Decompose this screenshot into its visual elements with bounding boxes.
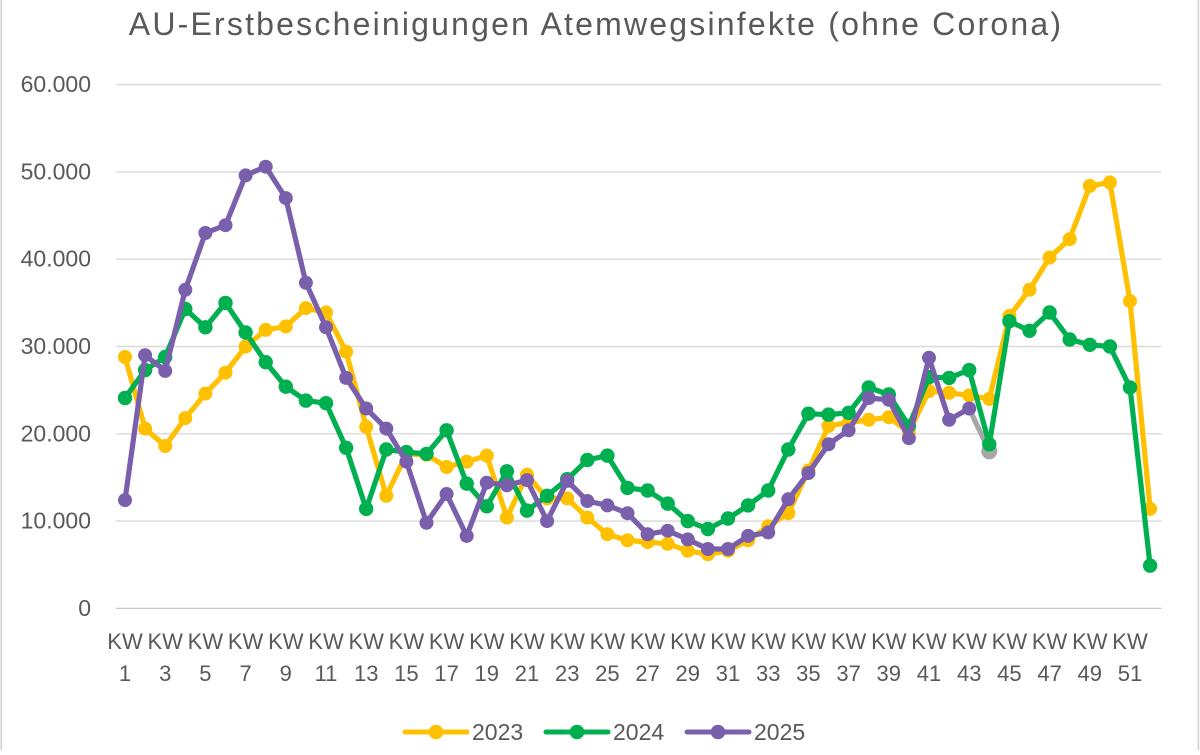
svg-text:39: 39 xyxy=(877,661,901,686)
svg-text:KW: KW xyxy=(147,629,183,654)
svg-text:21: 21 xyxy=(515,661,539,686)
svg-text:30.000: 30.000 xyxy=(21,333,91,359)
svg-text:KW: KW xyxy=(389,629,425,654)
svg-text:33: 33 xyxy=(756,661,780,686)
svg-text:60.000: 60.000 xyxy=(21,71,91,97)
svg-text:43: 43 xyxy=(957,661,981,686)
svg-text:KW: KW xyxy=(1112,629,1148,654)
svg-text:31: 31 xyxy=(716,661,740,686)
svg-text:KW: KW xyxy=(107,629,143,654)
svg-text:KW: KW xyxy=(228,629,264,654)
svg-text:KW: KW xyxy=(1072,629,1108,654)
svg-text:KW: KW xyxy=(750,629,786,654)
svg-text:23: 23 xyxy=(555,661,579,686)
svg-text:1: 1 xyxy=(119,661,131,686)
svg-text:7: 7 xyxy=(239,661,251,686)
svg-text:45: 45 xyxy=(997,661,1021,686)
svg-text:KW: KW xyxy=(630,629,666,654)
svg-text:2024: 2024 xyxy=(613,719,664,745)
svg-text:KW: KW xyxy=(590,629,626,654)
svg-text:5: 5 xyxy=(199,661,211,686)
svg-text:0: 0 xyxy=(78,595,91,621)
svg-text:9: 9 xyxy=(280,661,292,686)
svg-text:KW: KW xyxy=(831,629,867,654)
svg-text:KW: KW xyxy=(469,629,505,654)
svg-text:41: 41 xyxy=(917,661,941,686)
svg-text:40.000: 40.000 xyxy=(21,246,91,272)
svg-text:11: 11 xyxy=(315,661,338,686)
svg-text:AU-Erstbescheinigungen Atemweg: AU-Erstbescheinigungen Atemwegsinfekte (… xyxy=(129,6,1063,42)
svg-text:KW: KW xyxy=(871,629,907,654)
svg-text:KW: KW xyxy=(670,629,706,654)
svg-text:KW: KW xyxy=(509,629,545,654)
svg-text:3: 3 xyxy=(159,661,171,686)
svg-text:37: 37 xyxy=(836,661,860,686)
svg-text:35: 35 xyxy=(796,661,820,686)
svg-text:KW: KW xyxy=(710,629,746,654)
svg-text:20.000: 20.000 xyxy=(21,420,91,446)
svg-text:10.000: 10.000 xyxy=(21,508,91,534)
svg-text:25: 25 xyxy=(595,661,619,686)
svg-text:2023: 2023 xyxy=(472,719,523,745)
svg-text:51: 51 xyxy=(1118,661,1142,686)
svg-text:KW: KW xyxy=(1032,629,1068,654)
svg-text:KW: KW xyxy=(188,629,224,654)
svg-text:KW: KW xyxy=(791,629,827,654)
svg-text:KW: KW xyxy=(348,629,384,654)
svg-text:27: 27 xyxy=(635,661,659,686)
svg-text:47: 47 xyxy=(1037,661,1061,686)
svg-text:15: 15 xyxy=(394,661,418,686)
svg-text:29: 29 xyxy=(676,661,700,686)
svg-text:2025: 2025 xyxy=(754,719,805,745)
svg-text:17: 17 xyxy=(434,661,458,686)
svg-text:KW: KW xyxy=(308,629,344,654)
svg-text:50.000: 50.000 xyxy=(21,158,91,184)
svg-text:KW: KW xyxy=(911,629,947,654)
svg-text:KW: KW xyxy=(268,629,304,654)
svg-text:KW: KW xyxy=(951,629,987,654)
svg-text:KW: KW xyxy=(992,629,1028,654)
svg-text:KW: KW xyxy=(549,629,585,654)
svg-text:49: 49 xyxy=(1078,661,1102,686)
svg-text:19: 19 xyxy=(475,661,499,686)
svg-text:KW: KW xyxy=(429,629,465,654)
svg-text:13: 13 xyxy=(354,661,378,686)
